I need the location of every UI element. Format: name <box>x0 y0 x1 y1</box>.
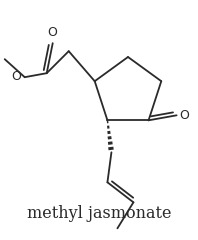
Text: methyl jasmonate: methyl jasmonate <box>27 205 171 222</box>
Text: O: O <box>180 109 189 122</box>
Text: O: O <box>47 26 57 39</box>
Text: O: O <box>11 70 21 83</box>
